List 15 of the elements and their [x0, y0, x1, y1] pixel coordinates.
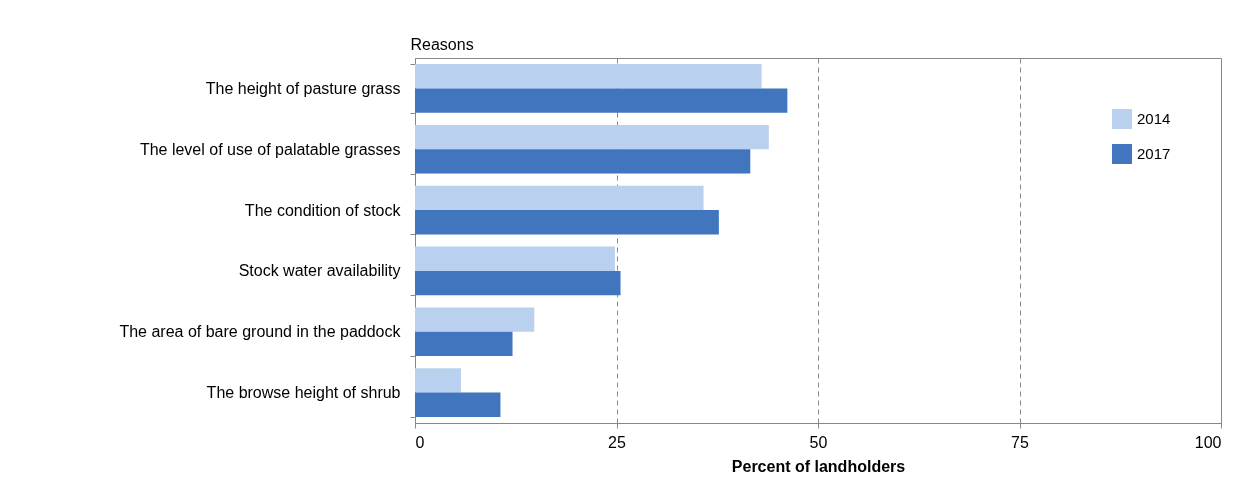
y-tick-label: The condition of stock — [244, 201, 402, 219]
x-tick-label: 0 — [415, 433, 425, 451]
x-tick-label: 100 — [1194, 433, 1222, 451]
y-tick-label: The height of pasture grass — [205, 79, 401, 97]
y-tick-label: The area of bare ground in the paddock — [119, 323, 402, 341]
x-tick-label: 75 — [1011, 433, 1029, 451]
y-tick-label: The browse height of shrub — [206, 384, 401, 402]
x-axis-title: Percent of landholders — [731, 457, 906, 475]
x-tick-label: 25 — [608, 433, 626, 451]
y-axis-title: Reasons — [410, 35, 474, 53]
y-tick-label: The level of use of palatable grasses — [139, 140, 401, 158]
legend-label: 2014 — [1137, 110, 1171, 127]
x-tick-label: 50 — [809, 433, 828, 451]
legend-label: 2017 — [1137, 145, 1171, 162]
y-tick-label: Stock water availability — [238, 262, 401, 280]
